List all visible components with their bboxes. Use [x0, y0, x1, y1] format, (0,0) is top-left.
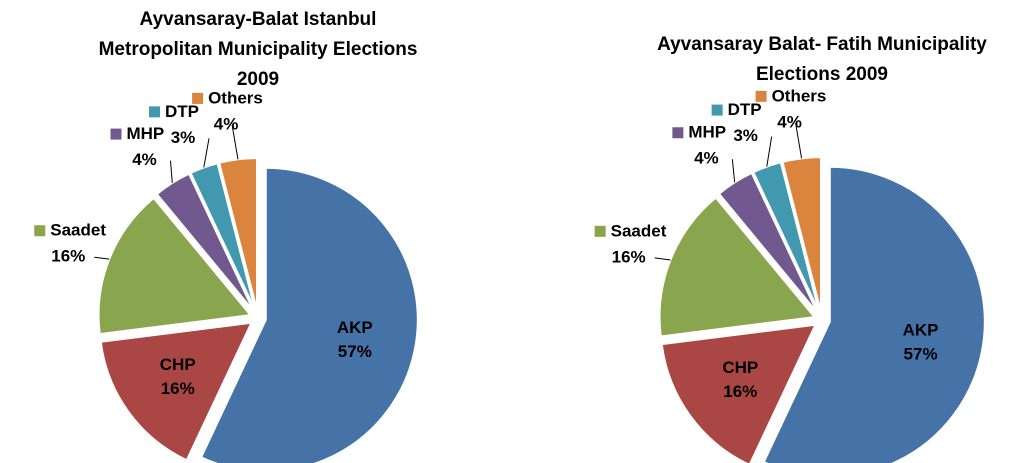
pie-slice — [751, 161, 821, 313]
value-label: 16% — [161, 379, 195, 398]
slice-label: MHP — [688, 123, 726, 142]
pie-slice — [199, 166, 419, 463]
value-label: 16% — [723, 382, 757, 401]
leader-line — [231, 124, 239, 160]
pie-slice — [717, 171, 819, 314]
value-label: 57% — [338, 342, 372, 361]
leader-line — [169, 160, 173, 183]
slice-label: MHP — [126, 124, 164, 143]
slice-label: Saadet — [611, 221, 667, 240]
slice-label: CHP — [722, 358, 758, 377]
leader-line — [203, 138, 210, 168]
value-label: 4% — [777, 112, 802, 131]
chart-title: Metropolitan Municipality Elections — [99, 39, 418, 60]
leader-line — [94, 256, 110, 260]
slice-label: Others — [772, 86, 827, 105]
legend-swatch — [34, 225, 46, 237]
value-label: 4% — [694, 149, 719, 168]
chart-title: Elections 2009 — [756, 64, 888, 85]
value-label: 16% — [612, 247, 646, 266]
pie-slice — [762, 165, 986, 463]
pie-slice — [155, 172, 255, 312]
value-label: 4% — [214, 114, 239, 133]
leader-line — [654, 257, 671, 261]
legend-swatch — [594, 225, 606, 237]
value-label: 57% — [904, 345, 938, 364]
slice-label: DTP — [728, 100, 762, 119]
leader-line — [731, 159, 736, 183]
value-label: 3% — [733, 126, 758, 145]
value-label: 3% — [171, 128, 196, 147]
chart-title: Ayvansaray-Balat Istanbul — [140, 9, 377, 30]
slice-label: AKP — [337, 318, 373, 337]
slice-label: DTP — [165, 102, 199, 121]
legend-swatch — [110, 128, 122, 140]
legend-swatch — [149, 106, 161, 118]
leader-line — [795, 122, 803, 159]
leader-line — [766, 136, 773, 167]
slice-label: CHP — [160, 355, 196, 374]
legend-swatch — [192, 92, 204, 104]
pie-slice — [660, 323, 818, 463]
chart-title: Ayvansaray Balat- Fatih Municipality — [657, 34, 987, 55]
chart-title: 2009 — [237, 69, 279, 90]
slice-label: Saadet — [50, 221, 106, 240]
pie-slice — [97, 196, 253, 336]
legend-swatch — [672, 127, 684, 139]
value-label: 16% — [51, 247, 85, 266]
legend-swatch — [711, 104, 723, 116]
pie-slice — [99, 321, 254, 462]
pie-slice — [781, 156, 822, 313]
value-label: 4% — [132, 150, 157, 169]
slice-label: AKP — [903, 321, 939, 340]
slice-label: Others — [208, 88, 263, 107]
legend-swatch — [755, 90, 767, 102]
